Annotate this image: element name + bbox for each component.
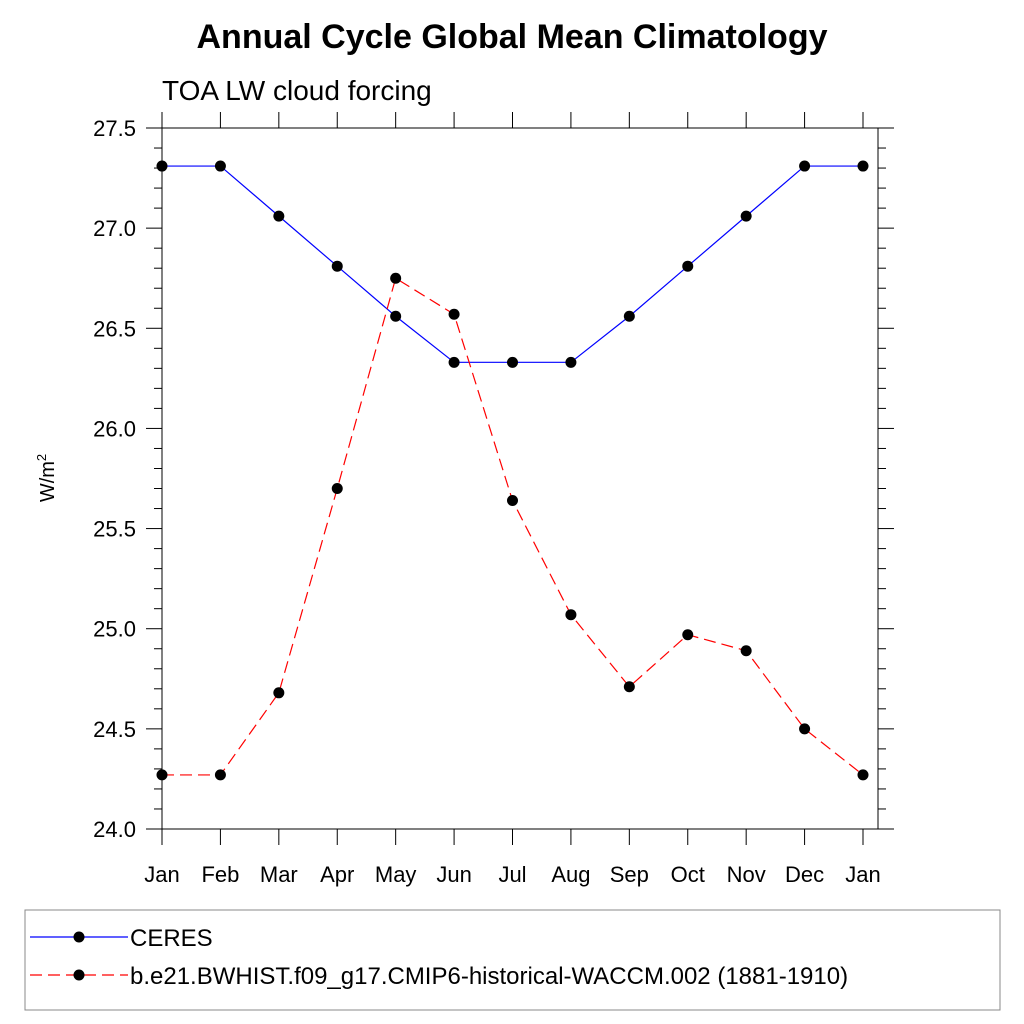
x-tick-label: Apr bbox=[320, 862, 354, 887]
axes: 24.0 24.5 25.0 25.5 26.0 26.5 27.0 27.5 Jan Feb Ma… bbox=[93, 112, 894, 887]
chart-subtitle: TOA LW cloud forcing bbox=[162, 75, 432, 106]
y-axis-label-exponent: 2 bbox=[34, 454, 49, 461]
series-1-marker bbox=[156, 160, 168, 172]
series-1-marker bbox=[507, 356, 518, 368]
legend: CERES b.e21.BWHIST.f09_g17.CMIP6-historic… bbox=[30, 925, 848, 990]
series-1-marker bbox=[214, 160, 226, 172]
x-tick-label: Sep bbox=[610, 862, 649, 887]
series-2-marker bbox=[682, 629, 694, 641]
y-tick-label: 24.0 bbox=[93, 817, 136, 842]
x-tick-label: Oct bbox=[671, 862, 705, 887]
x-tick-label: Mar bbox=[260, 862, 298, 887]
series-1-marker bbox=[682, 260, 694, 272]
legend-marker-1 bbox=[73, 931, 85, 943]
legend-label-1: CERES bbox=[130, 925, 213, 952]
chart-title: Annual Cycle Global Mean Climatology bbox=[197, 18, 828, 56]
x-tick-label: May bbox=[375, 862, 417, 887]
series-2-marker bbox=[214, 769, 226, 781]
y-axis-label: W/m2 bbox=[34, 454, 59, 502]
plot-frame bbox=[161, 127, 879, 830]
legend-box bbox=[24, 909, 1001, 1011]
series-1-marker bbox=[448, 356, 460, 368]
legend-label-2: b.e21.BWHIST.f09_g17.CMIP6-historical-WA… bbox=[130, 963, 848, 990]
series-1-marker bbox=[857, 160, 869, 172]
series-line-1 bbox=[162, 165, 863, 363]
series-line-2 bbox=[162, 277, 864, 776]
series-1-marker bbox=[799, 160, 811, 172]
y-axis-label-unit: W/m bbox=[37, 461, 59, 502]
x-tick-label: Jan bbox=[845, 862, 880, 887]
x-tick-label: Aug bbox=[551, 862, 590, 887]
y-tick-label: 27.5 bbox=[93, 116, 136, 141]
y-tick-label: 26.5 bbox=[93, 316, 136, 341]
x-tick-label: Dec bbox=[785, 862, 824, 887]
series-1-marker bbox=[273, 210, 285, 222]
legend-marker-2 bbox=[73, 969, 85, 981]
series-2-marker bbox=[623, 681, 635, 693]
y-tick-label: 25.5 bbox=[93, 517, 136, 542]
y-tick-label: 24.5 bbox=[93, 717, 136, 742]
series-2-marker bbox=[390, 272, 402, 284]
series-2-marker bbox=[331, 483, 343, 495]
x-tick-label: Jan bbox=[144, 862, 179, 887]
series-layer bbox=[156, 160, 869, 781]
series-1-marker bbox=[740, 210, 752, 222]
series-2-marker bbox=[799, 723, 811, 735]
series-2-marker bbox=[740, 645, 752, 657]
x-tick-label: Nov bbox=[727, 862, 766, 887]
y-tick-label: 25.0 bbox=[93, 617, 136, 642]
y-tick-label: 26.0 bbox=[93, 416, 136, 441]
series-2-marker bbox=[857, 769, 869, 781]
x-tick-label: Feb bbox=[201, 862, 239, 887]
series-1-marker bbox=[331, 260, 343, 272]
series-2-marker bbox=[507, 495, 518, 507]
x-tick-label: Jul bbox=[498, 862, 526, 887]
series-2-marker bbox=[448, 308, 460, 320]
series-2-marker bbox=[156, 769, 168, 781]
series-2-marker bbox=[273, 687, 285, 699]
series-1-marker bbox=[390, 310, 402, 322]
y-tick-label: 27.0 bbox=[93, 216, 136, 241]
x-tick-label: Jun bbox=[436, 862, 471, 887]
series-1-marker bbox=[623, 310, 635, 322]
series-1-marker bbox=[565, 356, 577, 368]
series-2-marker bbox=[565, 609, 577, 621]
